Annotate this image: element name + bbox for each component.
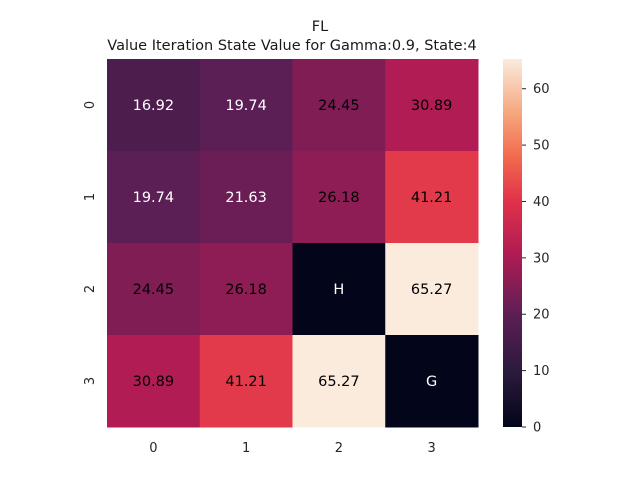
cell-value-label: 65.27 xyxy=(411,282,453,298)
colorbar-tick-label: 0 xyxy=(533,421,541,436)
heatmap-cell xyxy=(107,243,201,336)
colorbar-tick-label: 40 xyxy=(533,195,550,210)
cell-value-label: 16.92 xyxy=(133,98,175,114)
heatmap-cell xyxy=(107,151,201,244)
y-axis-ticks: 0 1 2 3 xyxy=(83,101,98,385)
heatmap-cell xyxy=(199,335,293,428)
cell-value-label: 41.21 xyxy=(411,190,453,206)
chart-subtitle: Value Iteration State Value for Gamma:0.… xyxy=(107,38,476,54)
heatmap-cell xyxy=(292,335,386,428)
cell-value-label: 24.45 xyxy=(133,282,175,298)
heatmap-cell xyxy=(385,335,479,428)
y-tick-label: 3 xyxy=(83,377,98,385)
x-axis-ticks: 0 1 2 3 xyxy=(149,441,436,456)
colorbar-tick-label: 10 xyxy=(533,364,550,379)
colorbar-tick-label: 20 xyxy=(533,308,550,323)
cell-value-label: G xyxy=(426,374,437,390)
y-tick-label: 2 xyxy=(83,285,98,293)
x-tick-label: 3 xyxy=(427,441,435,456)
heatmap-cell-labels: 16.92 19.74 24.45 30.89 19.74 21.63 26.18 41.21… xyxy=(133,98,453,390)
cell-value-label: 21.63 xyxy=(225,190,267,206)
cell-value-label: 41.21 xyxy=(225,374,267,390)
heatmap-cell xyxy=(292,59,386,152)
colorbar-tick-label: 30 xyxy=(533,251,550,266)
heatmap-cell xyxy=(199,59,293,152)
cell-value-label: 30.89 xyxy=(133,374,175,390)
cell-value-label: 26.18 xyxy=(225,282,267,298)
heatmap-cell xyxy=(107,335,201,428)
colorbar-gradient xyxy=(503,59,522,427)
y-tick-label: 0 xyxy=(83,101,98,109)
x-tick-label: 1 xyxy=(242,441,250,456)
chart-title: FL xyxy=(312,19,328,35)
heatmap-cell xyxy=(292,151,386,244)
colorbar-ticks: 0 10 20 30 40 50 60 xyxy=(522,82,550,436)
cell-value-label: 65.27 xyxy=(318,374,360,390)
cell-value-label: 30.89 xyxy=(411,98,453,114)
heatmap-cell xyxy=(385,243,479,336)
y-tick-label: 1 xyxy=(83,193,98,201)
heatmap-cell xyxy=(292,243,386,336)
colorbar-tick-label: 60 xyxy=(533,82,550,97)
heatmap-cell xyxy=(385,59,479,152)
heatmap-cell xyxy=(199,151,293,244)
heatmap-cells xyxy=(107,59,479,428)
x-tick-label: 0 xyxy=(149,441,157,456)
colorbar-tick-label: 50 xyxy=(533,139,550,154)
heatmap-cell xyxy=(385,151,479,244)
heatmap-cell xyxy=(199,243,293,336)
cell-value-label: 19.74 xyxy=(225,98,267,114)
cell-value-label: 26.18 xyxy=(318,190,360,206)
cell-value-label: 24.45 xyxy=(318,98,360,114)
x-tick-label: 2 xyxy=(335,441,343,456)
cell-value-label: 19.74 xyxy=(133,190,175,206)
cell-value-label: H xyxy=(333,282,344,298)
heatmap-cell xyxy=(107,59,201,152)
colorbar: 0 10 20 30 40 50 60 xyxy=(503,59,550,436)
